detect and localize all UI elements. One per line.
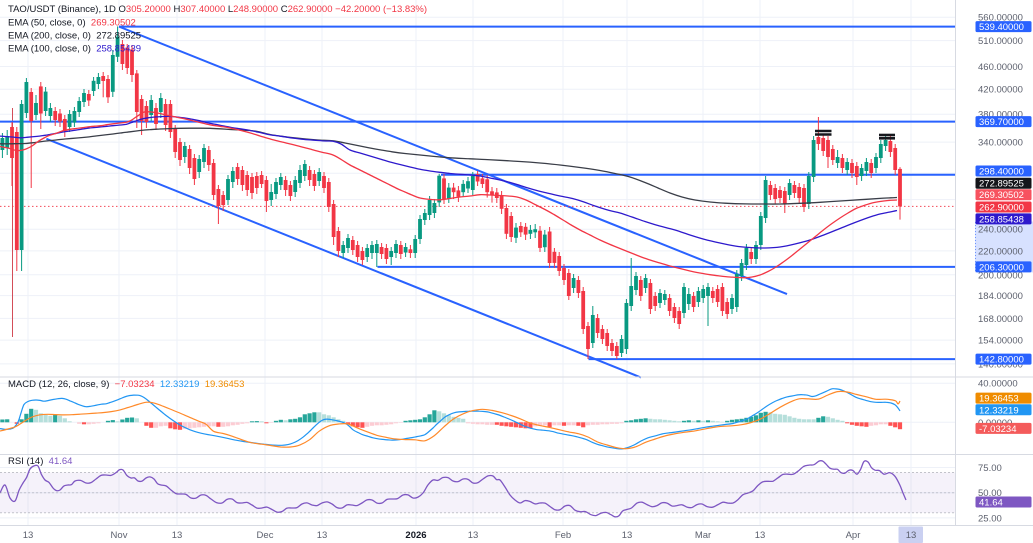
- svg-text:380.00000: 380.00000: [978, 110, 1023, 121]
- svg-text:Mar: Mar: [695, 530, 711, 541]
- svg-text:258.85438: 258.85438: [979, 214, 1024, 225]
- svg-text:EMA (100, close, 0) 258.85439: EMA (100, close, 0) 258.85439: [8, 44, 141, 55]
- svg-text:220.00000: 220.00000: [978, 246, 1023, 257]
- svg-text:13: 13: [468, 530, 479, 541]
- svg-text:200.00000: 200.00000: [978, 270, 1023, 281]
- svg-text:13: 13: [23, 530, 34, 541]
- svg-text:168.00000: 168.00000: [978, 314, 1023, 325]
- svg-text:272.89525: 272.89525: [979, 179, 1024, 190]
- svg-text:40.00000: 40.00000: [978, 379, 1018, 390]
- svg-text:12.33219: 12.33219: [979, 405, 1019, 416]
- svg-text:460.00000: 460.00000: [978, 62, 1023, 73]
- svg-text:-7.03234: -7.03234: [979, 424, 1017, 435]
- svg-text:50.00: 50.00: [978, 488, 1002, 499]
- svg-text:41.64: 41.64: [979, 498, 1003, 509]
- svg-text:25.00: 25.00: [978, 513, 1002, 524]
- svg-text:13: 13: [172, 530, 183, 541]
- svg-text:EMA (200, close, 0) 272.89525: EMA (200, close, 0) 272.89525: [8, 31, 141, 42]
- svg-text:560.00000: 560.00000: [978, 13, 1023, 24]
- svg-text:539.40000: 539.40000: [979, 22, 1024, 33]
- svg-text:340.00000: 340.00000: [978, 138, 1023, 149]
- svg-text:RSI (14) 41.64: RSI (14) 41.64: [8, 456, 72, 467]
- svg-text:Apr: Apr: [846, 530, 861, 541]
- svg-text:2026: 2026: [405, 530, 426, 541]
- svg-text:206.30000: 206.30000: [979, 262, 1024, 273]
- svg-text:19.36453: 19.36453: [979, 394, 1019, 405]
- svg-text:269.30502: 269.30502: [979, 190, 1024, 201]
- svg-text:MACD (12, 26, close, 9) −7.03: MACD (12, 26, close, 9) −7.03234 12.3321…: [8, 379, 244, 390]
- svg-text:184.00000: 184.00000: [978, 291, 1023, 302]
- svg-text:240.00000: 240.00000: [978, 225, 1023, 236]
- svg-text:262.90000: 262.90000: [979, 203, 1024, 214]
- svg-text:75.00: 75.00: [978, 463, 1002, 474]
- svg-text:13: 13: [317, 530, 328, 541]
- svg-text:13: 13: [906, 530, 917, 541]
- svg-text:Dec: Dec: [257, 530, 274, 541]
- svg-text:142.80000: 142.80000: [979, 355, 1024, 366]
- svg-text:13: 13: [755, 530, 766, 541]
- svg-text:154.00000: 154.00000: [978, 336, 1023, 347]
- svg-text:Feb: Feb: [555, 530, 571, 541]
- svg-text:369.70000: 369.70000: [979, 117, 1024, 128]
- svg-text:420.00000: 420.00000: [978, 85, 1023, 96]
- svg-text:510.00000: 510.00000: [978, 36, 1023, 47]
- svg-text:13: 13: [622, 530, 633, 541]
- svg-text:298.40000: 298.40000: [979, 167, 1024, 178]
- svg-text:TAO/USDT (Binance), 1D O305.20: TAO/USDT (Binance), 1D O305.20000 H307.4…: [8, 4, 427, 15]
- svg-text:EMA (50, close, 0) 269.30502: EMA (50, close, 0) 269.30502: [8, 18, 136, 29]
- svg-text:Nov: Nov: [111, 530, 128, 541]
- svg-text:140.00000: 140.00000: [978, 359, 1023, 370]
